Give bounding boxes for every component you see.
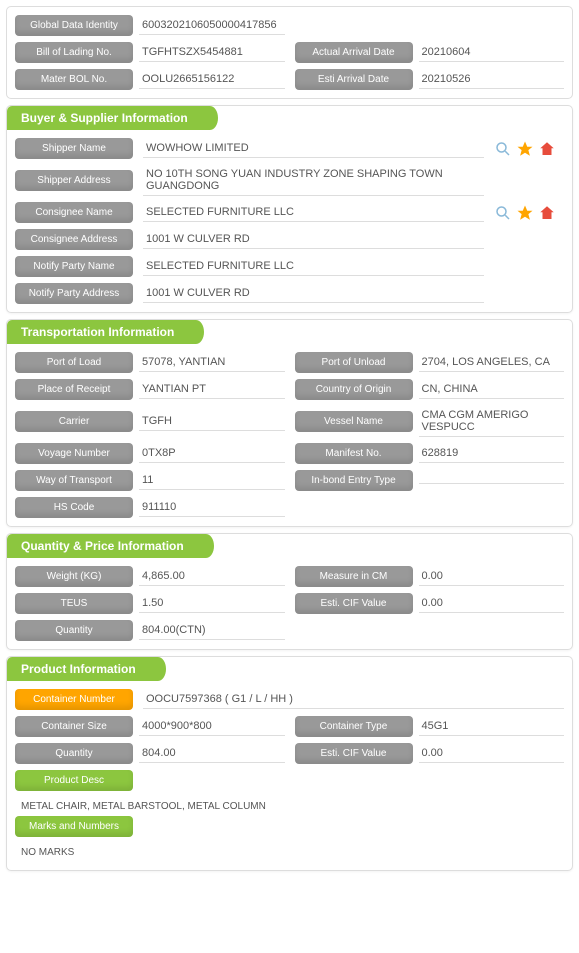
notify-name-value: SELECTED FURNITURE LLC: [143, 257, 484, 276]
consignee-name-value: SELECTED FURNITURE LLC: [143, 203, 484, 222]
search-icon[interactable]: [494, 140, 512, 158]
manifest-no-value: 628819: [419, 444, 565, 463]
teus-value: 1.50: [139, 594, 285, 613]
shipper-name-label: Shipper Name: [15, 138, 133, 159]
container-number-label: Container Number: [15, 689, 133, 710]
manifest-no-label: Manifest No.: [295, 443, 413, 464]
transportation-panel: Transportation Information Port of Load 5…: [6, 319, 573, 527]
container-size-label: Container Size: [15, 716, 133, 737]
global-data-identity-label: Global Data Identity: [15, 15, 133, 36]
shipper-address-value: NO 10TH SONG YUAN INDUSTRY ZONE SHAPING …: [143, 165, 484, 196]
port-of-unload-value: 2704, LOS ANGELES, CA: [419, 353, 565, 372]
master-bol-label: Mater BOL No.: [15, 69, 133, 90]
voyage-number-value: 0TX8P: [139, 444, 285, 463]
product-cif-label: Esti. CIF Value: [295, 743, 413, 764]
port-of-unload-label: Port of Unload: [295, 352, 413, 373]
marks-numbers-label: Marks and Numbers: [15, 816, 133, 837]
place-of-receipt-value: YANTIAN PT: [139, 380, 285, 399]
consignee-address-value: 1001 W CULVER RD: [143, 230, 484, 249]
country-of-origin-value: CN, CHINA: [419, 380, 565, 399]
esti-arrival-value: 20210526: [419, 70, 565, 89]
way-of-transport-label: Way of Transport: [15, 470, 133, 491]
container-size-value: 4000*900*800: [139, 717, 285, 736]
vessel-name-value: CMA CGM AMERIGO VESPUCC: [419, 406, 565, 437]
carrier-value: TGFH: [139, 412, 285, 431]
container-type-label: Container Type: [295, 716, 413, 737]
port-of-load-value: 57078, YANTIAN: [139, 353, 285, 372]
carrier-label: Carrier: [15, 411, 133, 432]
vessel-name-label: Vessel Name: [295, 411, 413, 432]
teus-label: TEUS: [15, 593, 133, 614]
notify-address-value: 1001 W CULVER RD: [143, 284, 484, 303]
inbond-entry-type-label: In-bond Entry Type: [295, 470, 413, 491]
esti-cif-value: 0.00: [419, 594, 565, 613]
quantity-price-panel: Quantity & Price Information Weight (KG)…: [6, 533, 573, 650]
hs-code-value: 911110: [139, 498, 285, 517]
transportation-title: Transportation Information: [7, 320, 188, 344]
product-info-panel: Product Information Container Number OOC…: [6, 656, 573, 871]
master-bol-value: OOLU2665156122: [139, 70, 285, 89]
measure-value: 0.00: [419, 567, 565, 586]
product-desc-label: Product Desc: [15, 770, 133, 791]
quantity-label: Quantity: [15, 620, 133, 641]
marks-numbers-value: NO MARKS: [15, 843, 564, 862]
measure-label: Measure in CM: [295, 566, 413, 587]
country-of-origin-label: Country of Origin: [295, 379, 413, 400]
weight-label: Weight (KG): [15, 566, 133, 587]
product-quantity-label: Quantity: [15, 743, 133, 764]
place-of-receipt-label: Place of Receipt: [15, 379, 133, 400]
notify-name-label: Notify Party Name: [15, 256, 133, 277]
product-desc-value: METAL CHAIR, METAL BARSTOOL, METAL COLUM…: [15, 797, 564, 816]
port-of-load-label: Port of Load: [15, 352, 133, 373]
inbond-entry-type-value: [419, 477, 565, 484]
container-number-value: OOCU7597368 ( G1 / L / HH ): [143, 690, 564, 709]
product-cif-value: 0.00: [419, 744, 565, 763]
hs-code-label: HS Code: [15, 497, 133, 518]
star-icon[interactable]: [516, 204, 534, 222]
container-type-value: 45G1: [419, 717, 565, 736]
voyage-number-label: Voyage Number: [15, 443, 133, 464]
way-of-transport-value: 11: [139, 471, 285, 490]
actual-arrival-value: 20210604: [419, 43, 565, 62]
notify-address-label: Notify Party Address: [15, 283, 133, 304]
shipper-address-label: Shipper Address: [15, 170, 133, 191]
buyer-supplier-panel: Buyer & Supplier Information Shipper Nam…: [6, 105, 573, 313]
shipper-name-value: WOWHOW LIMITED: [143, 139, 484, 158]
bill-of-lading-value: TGFHTSZX5454881: [139, 43, 285, 62]
product-info-title: Product Information: [7, 657, 150, 681]
global-data-identity-value: 6003202106050000417856: [139, 16, 285, 35]
home-icon[interactable]: [538, 140, 556, 158]
actual-arrival-label: Actual Arrival Date: [295, 42, 413, 63]
quantity-price-title: Quantity & Price Information: [7, 534, 198, 558]
quantity-value: 804.00(CTN): [139, 621, 285, 640]
esti-cif-label: Esti. CIF Value: [295, 593, 413, 614]
consignee-address-label: Consignee Address: [15, 229, 133, 250]
buyer-supplier-title: Buyer & Supplier Information: [7, 106, 202, 130]
bill-of-lading-label: Bill of Lading No.: [15, 42, 133, 63]
esti-arrival-label: Esti Arrival Date: [295, 69, 413, 90]
header-panel: Global Data Identity 6003202106050000417…: [6, 6, 573, 99]
search-icon[interactable]: [494, 204, 512, 222]
product-quantity-value: 804.00: [139, 744, 285, 763]
weight-value: 4,865.00: [139, 567, 285, 586]
consignee-name-label: Consignee Name: [15, 202, 133, 223]
star-icon[interactable]: [516, 140, 534, 158]
home-icon[interactable]: [538, 204, 556, 222]
